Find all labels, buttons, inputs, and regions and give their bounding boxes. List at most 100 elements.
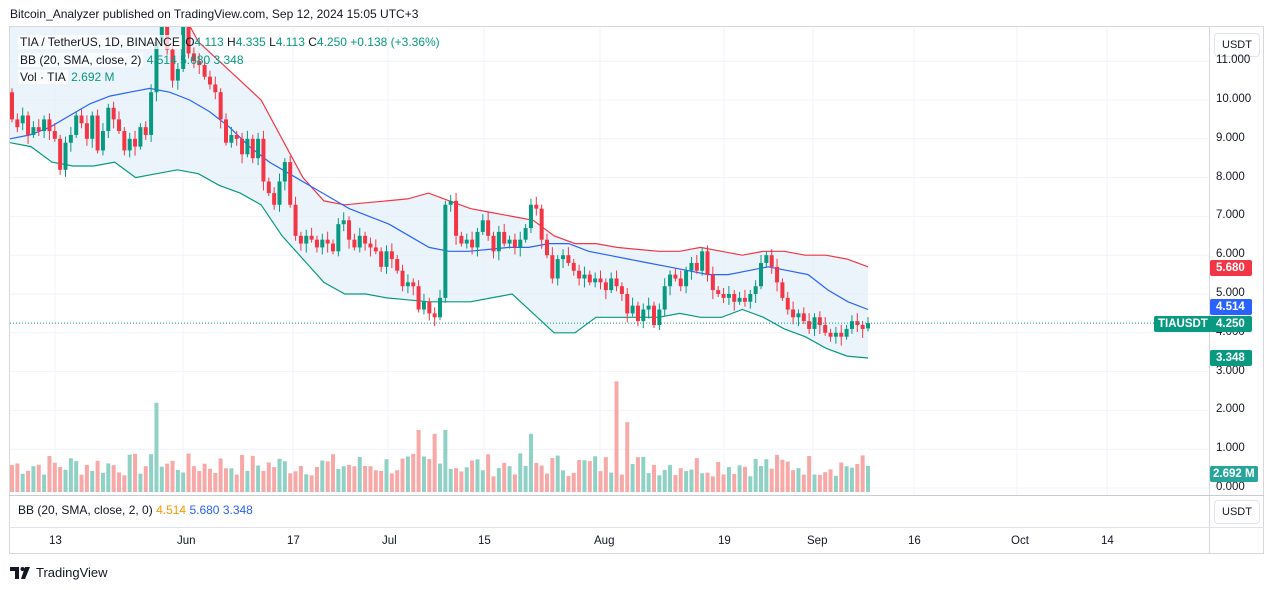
candle-body <box>673 274 678 279</box>
legend-bb-row[interactable]: BB (20, SMA, close, 2) 4.514 5.680 3.348 <box>18 53 244 67</box>
volume-bar <box>742 466 747 492</box>
candle-body <box>170 49 175 81</box>
volume-bar <box>117 472 121 492</box>
volume-bar <box>277 458 282 492</box>
candle-body <box>100 131 105 151</box>
volume-bar <box>796 468 801 492</box>
volume-bar <box>582 460 587 492</box>
legend-volume-row[interactable]: Vol · TIA 2.692 M <box>18 70 115 84</box>
volume-bar <box>256 465 261 492</box>
volume-bar <box>363 465 368 492</box>
candle-body <box>202 65 207 77</box>
volume-bar <box>143 466 148 492</box>
volume-bar <box>652 464 656 492</box>
volume-bar <box>785 461 790 492</box>
currency-button[interactable]: USDT <box>1214 33 1260 57</box>
candle-body <box>791 309 796 318</box>
candle-body <box>341 220 346 225</box>
price-axis-separator <box>1209 26 1210 554</box>
volume-bar <box>261 470 266 492</box>
candle-body <box>272 193 277 205</box>
candle-body <box>833 332 838 337</box>
candle-body <box>117 119 121 132</box>
volume-bar <box>127 454 132 492</box>
candle-body <box>373 247 378 252</box>
candle-body <box>336 224 341 252</box>
volume-bar <box>694 458 699 492</box>
volume-bar <box>427 459 432 492</box>
candle-body <box>438 297 442 318</box>
candle-body <box>866 323 870 329</box>
volume-bar <box>421 456 426 492</box>
tradingview-icon <box>10 566 30 579</box>
volume-bar <box>272 467 277 492</box>
volume-bar <box>539 465 544 492</box>
candle-body <box>609 278 614 291</box>
volume-tag: 2.692 M <box>1210 466 1258 482</box>
candle-body <box>320 239 325 248</box>
volume-bar <box>250 455 255 492</box>
candle-body <box>443 204 448 298</box>
volume-bar <box>154 402 159 492</box>
volume-bar <box>395 470 400 492</box>
bb-basis-tag: 4.514 <box>1210 299 1252 315</box>
volume-bar <box>678 468 683 492</box>
volume-bar <box>74 461 79 492</box>
candle-body <box>844 328 849 337</box>
volume-bar <box>90 471 95 492</box>
volume-bar <box>202 463 207 492</box>
candle-body <box>213 84 218 93</box>
pane-separator[interactable] <box>9 495 1264 496</box>
indicator-currency-button[interactable]: USDT <box>1214 500 1260 524</box>
volume-bar <box>357 456 362 492</box>
volume-bar <box>379 470 384 492</box>
candle-body <box>325 239 330 244</box>
legend-symbol[interactable]: TIA / TetherUS, 1D, BINANCE <box>18 35 182 49</box>
candle-body <box>405 282 410 287</box>
volume-bar <box>197 471 202 492</box>
indicator-basis: 4.514 <box>156 503 187 517</box>
volume-bar <box>635 457 640 492</box>
candle-body <box>817 317 822 326</box>
candle-body <box>47 119 52 132</box>
time-axis-label: Jul <box>382 535 397 547</box>
indicator-label: BB (20, SMA, close, 2, 0) <box>18 503 153 517</box>
candle-body <box>181 27 186 69</box>
candle-body <box>823 325 828 333</box>
candle-body <box>416 286 421 310</box>
volume-bar <box>213 472 218 492</box>
volume-bar <box>149 454 154 492</box>
indicator-legend[interactable]: BB (20, SMA, close, 2, 0) 4.514 5.680 3.… <box>18 503 253 517</box>
candle-body <box>603 282 608 291</box>
legend-high-label: H <box>227 35 236 49</box>
candle-body <box>742 297 747 302</box>
bb-basis-line <box>10 87 869 311</box>
volume-bar <box>138 473 143 492</box>
volume-bar <box>133 453 138 492</box>
volume-bar <box>753 458 758 492</box>
volume-bar <box>625 422 630 492</box>
volume-bar <box>860 455 865 492</box>
volume-bar <box>555 455 560 492</box>
price-axis-label: 7.000 <box>1216 209 1245 222</box>
candle-body <box>395 259 400 271</box>
volume-bar <box>801 474 806 492</box>
price-axis-label: 2.000 <box>1216 403 1245 416</box>
legend-open: 4.113 <box>194 35 224 49</box>
volume-bar <box>309 475 314 492</box>
volume-bar <box>298 465 303 492</box>
time-axis-separator <box>9 527 1264 528</box>
volume-bar <box>534 462 539 492</box>
price-axis-label: 0.000 <box>1216 481 1245 493</box>
candle-body <box>534 204 539 209</box>
price-axis-label: 5.000 <box>1216 287 1245 299</box>
candle-body <box>705 251 710 275</box>
candle-body <box>689 262 694 271</box>
last-price-tag: 4.250 <box>1210 316 1252 332</box>
candle-body <box>571 262 576 271</box>
volume-bar <box>577 460 582 492</box>
tradingview-logo[interactable]: TradingView <box>10 565 108 580</box>
candle-body <box>149 92 154 135</box>
candle-body <box>555 259 560 279</box>
